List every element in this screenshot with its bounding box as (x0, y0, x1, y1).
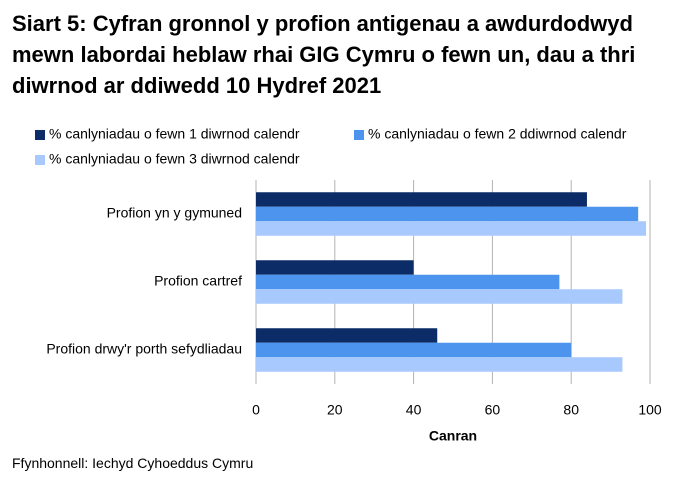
legend-swatch (354, 130, 364, 140)
bar (256, 260, 414, 275)
x-tick-label: 20 (327, 402, 343, 418)
bar (256, 328, 438, 343)
bar (256, 221, 647, 236)
x-tick-label: 80 (563, 402, 579, 418)
legend-label: % canlyniadau o fewn 1 diwrnod calendr (49, 126, 300, 142)
x-tick-label: 40 (406, 402, 422, 418)
bar (256, 192, 587, 207)
x-axis-title: Canran (429, 428, 477, 444)
x-tick-label: 100 (638, 402, 662, 418)
bar (256, 342, 572, 358)
y-tick-label: Profion yn y gymuned (107, 205, 242, 221)
bar (256, 289, 623, 304)
y-tick-label: Profion cartref (154, 273, 242, 289)
bar (256, 206, 639, 222)
legend-swatch (35, 155, 45, 165)
legend-label: % canlyniadau o fewn 2 ddiwrnod calendr (368, 126, 627, 142)
y-tick-label: Profion drwy'r porth sefydliadau (46, 341, 242, 357)
legend-swatch (35, 130, 45, 140)
x-tick-label: 0 (252, 402, 260, 418)
bar (256, 357, 623, 372)
source: Ffynhonnell: Iechyd Cyhoeddus Cymru (12, 455, 254, 471)
bar (256, 274, 560, 290)
chart-title: Siart 5: Cyfran gronnol y profion antige… (12, 11, 636, 98)
legend-label: % canlyniadau o fewn 3 diwrnod calendr (49, 151, 300, 167)
x-tick-label: 60 (485, 402, 501, 418)
